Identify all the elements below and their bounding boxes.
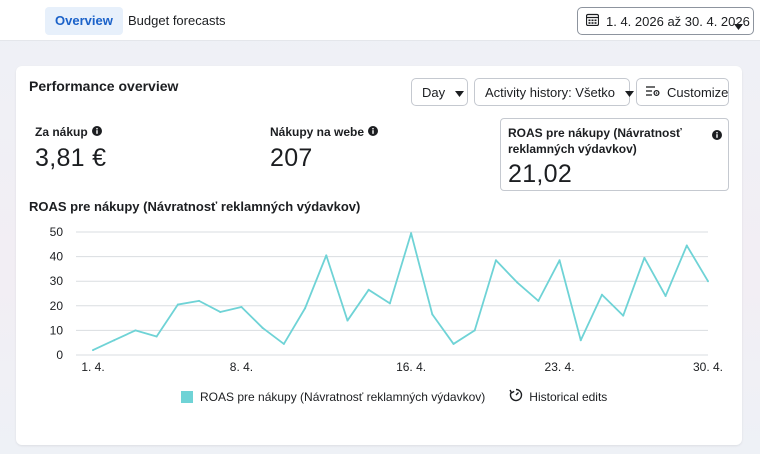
metric-label-text: Za nákup	[35, 125, 88, 139]
data-point[interactable]	[600, 293, 603, 296]
performance-overview-card: Performance overview Day Activity histor…	[16, 66, 742, 445]
metric-value: 3,81 €	[35, 144, 107, 172]
data-point[interactable]	[622, 314, 625, 317]
y-tick-label: 40	[50, 250, 64, 264]
legend-item-roas[interactable]: ROAS pre nákupy (Návratnosť reklamných v…	[181, 390, 485, 404]
chart-legend: ROAS pre nákupy (Návratnosť reklamných v…	[181, 388, 607, 405]
data-point[interactable]	[261, 326, 264, 329]
roas-line-chart: 0 10 20 30 40 50 1. 4. 8. 4. 16. 4. 23. 4. 30. 4.	[50, 225, 723, 374]
historical-edits-icon	[509, 388, 523, 405]
y-tick-label: 10	[50, 323, 64, 337]
info-icon[interactable]	[91, 125, 102, 139]
date-range-picker[interactable]: 1. 4. 2026 až 30. 4. 2026	[577, 7, 754, 35]
tab-overview[interactable]: Overview	[45, 7, 123, 35]
day-dropdown[interactable]: Day	[411, 78, 468, 106]
x-tick-label: 23. 4.	[545, 360, 575, 374]
activity-history-dropdown[interactable]: Activity history: Všetko	[474, 78, 635, 106]
y-tick-label: 20	[50, 299, 64, 313]
y-tick-label: 30	[50, 274, 64, 288]
data-point[interactable]	[685, 244, 688, 247]
data-point[interactable]	[707, 280, 709, 283]
series-line	[92, 232, 709, 351]
x-tick-label: 16. 4.	[396, 360, 426, 374]
y-tick-label: 50	[50, 225, 64, 239]
legend-label: Historical edits	[529, 389, 608, 404]
data-point[interactable]	[431, 313, 434, 316]
activity-history-label: Activity history: Všetko	[485, 84, 616, 100]
legend-label: ROAS pre nákupy (Návratnosť reklamných v…	[200, 389, 486, 404]
data-point[interactable]	[282, 342, 285, 345]
data-point[interactable]	[198, 299, 201, 302]
tab-budget-forecasts[interactable]: Budget forecasts	[128, 13, 226, 28]
date-range-label: 1. 4. 2026 až 30. 4. 2026	[606, 13, 750, 29]
data-point[interactable]	[388, 302, 391, 305]
info-icon[interactable]	[368, 125, 379, 139]
card-title: Performance overview	[29, 78, 179, 94]
data-point[interactable]	[367, 288, 370, 291]
metric-nakupy-na-webe: Nákupy na webe 207	[270, 125, 379, 173]
data-point[interactable]	[325, 254, 328, 257]
data-point[interactable]	[346, 319, 349, 322]
x-tick-label: 8. 4.	[230, 360, 253, 374]
caret-down-icon	[455, 85, 465, 100]
top-bar: Overview Budget forecasts 1. 4. 2026 až …	[0, 0, 760, 41]
metric-roas-selected[interactable]: ROAS pre nákupy (Návratnosť reklamných v…	[500, 118, 729, 191]
chart-title: ROAS pre nákupy (Návratnosť reklamných v…	[29, 199, 361, 214]
calendar-icon	[585, 13, 600, 29]
data-point[interactable]	[304, 307, 307, 310]
metric-value: 21,02	[508, 160, 573, 188]
data-point[interactable]	[494, 259, 497, 262]
caret-down-icon	[734, 18, 743, 33]
data-point[interactable]	[558, 259, 561, 262]
metric-label-text: Nákupy na webe	[270, 125, 365, 139]
metric-label: Nákupy na webe	[270, 125, 379, 139]
data-point[interactable]	[113, 339, 116, 342]
data-point[interactable]	[155, 335, 158, 338]
x-tick-label: 30. 4.	[693, 360, 723, 374]
x-tick-label: 1. 4.	[81, 360, 104, 374]
data-point[interactable]	[134, 329, 137, 332]
metric-za-nakup: Za nákup 3,81 €	[35, 125, 106, 173]
customize-label: Customize	[667, 84, 729, 100]
data-point[interactable]	[240, 306, 243, 309]
metric-label: Za nákup	[35, 125, 106, 139]
legend-item-historical-edits[interactable]: Historical edits	[509, 388, 607, 405]
legend-swatch	[181, 390, 193, 403]
data-point[interactable]	[664, 294, 667, 297]
data-point[interactable]	[176, 303, 179, 306]
data-point[interactable]	[92, 349, 94, 352]
data-point[interactable]	[473, 329, 476, 332]
customize-button[interactable]: Customize	[636, 78, 729, 106]
data-point[interactable]	[516, 281, 519, 284]
customize-icon	[646, 85, 660, 100]
data-point[interactable]	[579, 339, 582, 342]
day-dropdown-label: Day	[422, 84, 446, 100]
data-point[interactable]	[537, 299, 540, 302]
data-point[interactable]	[452, 342, 455, 345]
data-point[interactable]	[643, 256, 646, 259]
metric-label: ROAS pre nákupy (Návratnosť reklamných v…	[508, 126, 682, 156]
y-tick-label: 0	[56, 348, 63, 362]
data-point[interactable]	[219, 310, 222, 313]
caret-down-icon	[625, 85, 635, 100]
info-icon[interactable]	[712, 127, 722, 145]
metric-value: 207	[270, 144, 313, 172]
data-point[interactable]	[410, 232, 413, 235]
